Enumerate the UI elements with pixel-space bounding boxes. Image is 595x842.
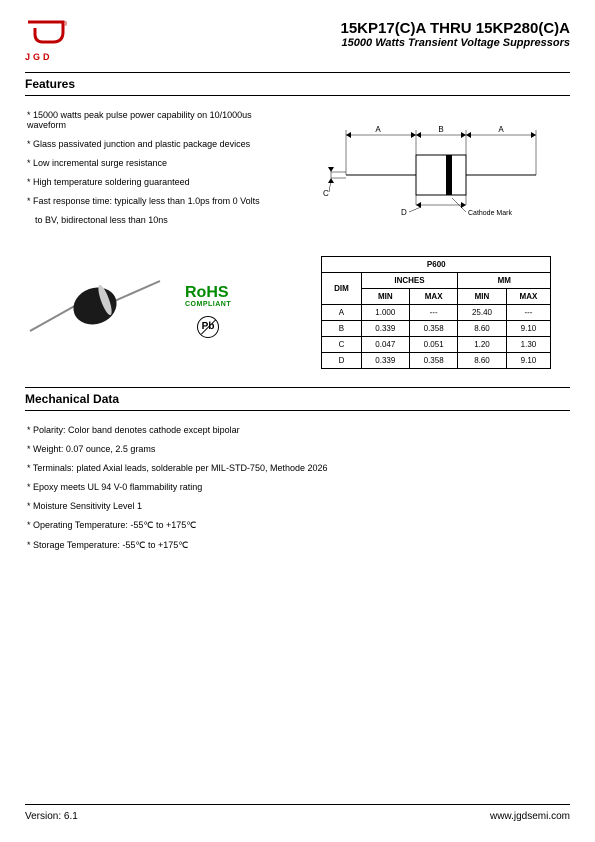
dimension-table: P600 DIM INCHES MM MIN MAX MIN MAX A 1.0… xyxy=(321,256,551,369)
svg-text:A: A xyxy=(499,125,505,134)
svg-text:A: A xyxy=(376,125,382,134)
col-inches: INCHES xyxy=(361,273,458,289)
footer-url: www.jgdsemi.com xyxy=(490,811,570,822)
svg-text:B: B xyxy=(439,125,444,134)
logo-text: JGD xyxy=(25,52,75,62)
header: ® JGD 15KP17(C)A THRU 15KP280(C)A 15000 … xyxy=(25,20,570,62)
rohs-mark: RoHS COMPLIANT xyxy=(185,285,231,308)
title-block: 15KP17(C)A THRU 15KP280(C)A 15000 Watts … xyxy=(340,20,570,49)
table-row: D 0.339 0.358 8.60 9.10 xyxy=(322,353,551,369)
mech-item: * Operating Temperature: -55℃ to +175℃ xyxy=(25,520,570,531)
features-list: * 15000 watts peak pulse power capabilit… xyxy=(25,110,293,234)
col-max: MAX xyxy=(506,289,551,305)
mechanical-section: Mechanical Data * Polarity: Color band d… xyxy=(25,387,570,551)
compliance-marks: RoHS COMPLIANT Pb xyxy=(185,285,231,338)
svg-text:C: C xyxy=(323,189,329,198)
feature-item: * High temperature soldering guaranteed xyxy=(25,177,293,187)
mech-item: * Polarity: Color band denotes cathode e… xyxy=(25,425,570,435)
mech-item: * Storage Temperature: -55℃ to +175℃ xyxy=(25,540,570,551)
pb-free-icon: Pb xyxy=(197,316,219,338)
svg-text:Cathode Mark: Cathode Mark xyxy=(468,210,512,217)
svg-text:®: ® xyxy=(64,21,67,28)
col-min: MIN xyxy=(361,289,409,305)
feature-item: * Glass passivated junction and plastic … xyxy=(25,139,293,149)
pb-text: Pb xyxy=(202,321,215,332)
page: ® JGD 15KP17(C)A THRU 15KP280(C)A 15000 … xyxy=(0,0,595,842)
logo-shape: ® xyxy=(25,20,67,50)
package-diagram: A B A C D xyxy=(321,120,551,230)
mech-item: * Moisture Sensitivity Level 1 xyxy=(25,501,570,511)
svg-text:D: D xyxy=(401,208,407,217)
rohs-sub: COMPLIANT xyxy=(185,301,231,308)
version-text: Version: 6.1 xyxy=(25,811,78,822)
rohs-text: RoHS xyxy=(185,285,231,301)
mech-item: * Terminals: plated Axial leads, soldera… xyxy=(25,463,570,473)
table-col: P600 DIM INCHES MM MIN MAX MIN MAX A 1.0… xyxy=(303,248,571,369)
mechanical-list: * Polarity: Color band denotes cathode e… xyxy=(25,425,570,551)
features-heading: Features xyxy=(25,72,570,96)
table-row: C 0.047 0.051 1.20 1.30 xyxy=(322,337,551,353)
image-table-row: RoHS COMPLIANT Pb P600 DIM INCHES MM MIN… xyxy=(25,248,570,369)
mechanical-heading: Mechanical Data xyxy=(25,387,570,411)
footer: Version: 6.1 www.jgdsemi.com xyxy=(25,804,570,822)
table-row: B 0.339 0.358 8.60 9.10 xyxy=(322,321,551,337)
logo: ® JGD xyxy=(25,20,75,62)
diagram-col: A B A C D xyxy=(303,110,571,234)
col-dim: DIM xyxy=(322,273,361,305)
col-max: MAX xyxy=(409,289,457,305)
features-row: * 15000 watts peak pulse power capabilit… xyxy=(25,110,570,234)
component-photo xyxy=(25,276,165,346)
subtitle: 15000 Watts Transient Voltage Suppressor… xyxy=(340,37,570,49)
table-row: A 1.000 --- 25.40 --- xyxy=(322,305,551,321)
feature-item-cont: to BV, bidirectonal less than 10ns xyxy=(25,215,293,225)
feature-item: * 15000 watts peak pulse power capabilit… xyxy=(25,110,293,130)
main-title: 15KP17(C)A THRU 15KP280(C)A xyxy=(340,20,570,37)
mech-item: * Epoxy meets UL 94 V-0 flammability rat… xyxy=(25,482,570,492)
image-compliance: RoHS COMPLIANT Pb xyxy=(25,253,293,369)
table-package: P600 xyxy=(322,257,551,273)
col-min: MIN xyxy=(458,289,506,305)
col-mm: MM xyxy=(458,273,551,289)
feature-item: * Low incremental surge resistance xyxy=(25,158,293,168)
feature-item: * Fast response time: typically less tha… xyxy=(25,196,293,206)
mech-item: * Weight: 0.07 ounce, 2.5 grams xyxy=(25,444,570,454)
